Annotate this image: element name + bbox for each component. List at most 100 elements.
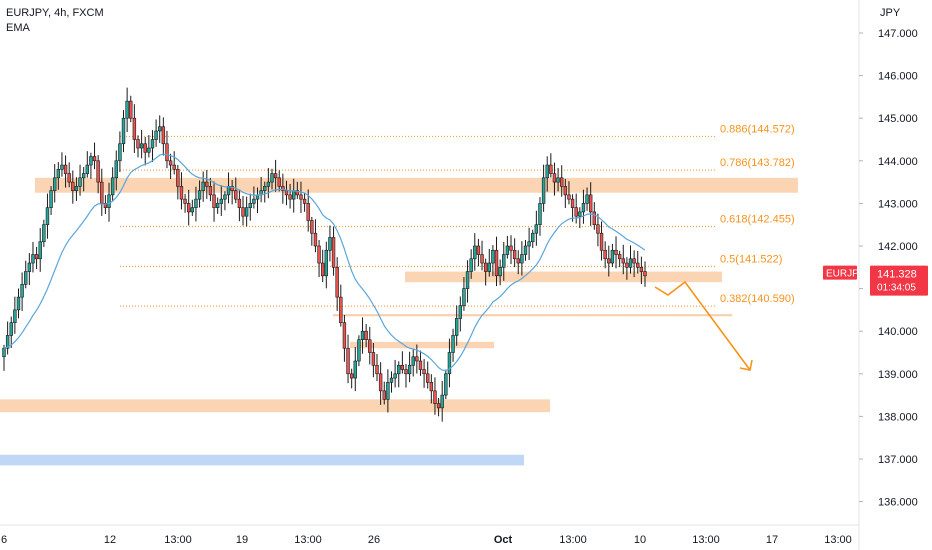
candle-up: [462, 288, 466, 306]
candle-down: [418, 360, 423, 370]
candle-up: [114, 160, 118, 179]
y-tick-label: 139.000: [878, 369, 918, 381]
candle-down: [92, 156, 97, 162]
candle-down: [404, 369, 408, 375]
candle-down: [230, 186, 234, 191]
candle-up: [49, 190, 53, 208]
fib-level-label: 0.886(144.572): [720, 123, 795, 135]
candle-down: [563, 186, 568, 196]
candle-up: [190, 207, 195, 213]
candle-up: [502, 254, 506, 268]
last-price-box: [870, 265, 928, 296]
candle-down: [302, 198, 307, 204]
indicator-label[interactable]: EMA: [6, 22, 30, 34]
candle-down: [132, 117, 137, 140]
candle-up: [407, 364, 412, 375]
bar-countdown: 01:34:05: [877, 283, 916, 294]
supply-zone: [405, 271, 722, 283]
candle-up: [139, 143, 144, 149]
candle-up: [292, 190, 296, 200]
candle-down: [433, 390, 437, 404]
y-tick-label: 140.000: [878, 326, 918, 338]
candle-down: [632, 258, 636, 264]
candle-up: [393, 373, 397, 379]
candle-up: [324, 249, 329, 277]
candle-up: [440, 394, 444, 409]
candle-down: [596, 224, 600, 234]
fib-level-label: 0.618(142.455): [720, 214, 795, 226]
x-tick-label: 10: [634, 534, 646, 546]
x-tick-label: Oct: [494, 534, 513, 546]
candle-up: [353, 360, 357, 379]
x-tick-label: 13:00: [294, 534, 322, 546]
candle-down: [371, 352, 376, 366]
candle-up: [487, 262, 491, 272]
candle-up: [78, 177, 82, 187]
candle-down: [295, 190, 300, 196]
candle-down: [516, 258, 520, 264]
candle-up: [585, 194, 589, 204]
candle-up: [610, 249, 615, 264]
candle-up: [465, 271, 470, 289]
candle-up: [197, 190, 202, 200]
candle-up: [194, 198, 198, 208]
candle-up: [458, 305, 463, 319]
x-tick-label: 26: [368, 534, 380, 546]
candle-down: [483, 262, 488, 272]
candle-down: [552, 173, 557, 183]
candle-up: [110, 177, 115, 196]
candle-down: [208, 186, 213, 196]
candle-down: [320, 262, 325, 277]
candle-up: [447, 352, 452, 375]
fib-level-label: 0.382(140.590): [720, 293, 795, 305]
candle-up: [89, 156, 93, 166]
candle-up: [56, 169, 61, 179]
x-tick-label: 19: [236, 534, 248, 546]
x-tick-label: 6: [1, 534, 7, 546]
candle-down: [382, 390, 386, 400]
candle-down: [34, 254, 39, 260]
candle-down: [100, 181, 104, 204]
candle-down: [273, 173, 278, 179]
candle-up: [628, 258, 633, 268]
candle-up: [411, 356, 415, 366]
y-tick-label: 145.000: [878, 113, 918, 125]
candle-down: [592, 211, 596, 225]
demand-zone: [0, 454, 524, 466]
candle-up: [578, 211, 582, 217]
candle-down: [570, 198, 575, 208]
candle-up: [45, 207, 50, 226]
candle-up: [13, 309, 17, 323]
candle-up: [42, 224, 46, 243]
candle-up: [473, 245, 477, 260]
candle-down: [560, 177, 564, 187]
candle-up: [215, 203, 220, 208]
candle-up: [491, 249, 495, 264]
y-tick-label: 138.000: [878, 411, 918, 423]
y-tick-label: 136.000: [878, 497, 918, 509]
candle-down: [277, 177, 281, 187]
y-tick-label: 142.000: [878, 241, 918, 253]
candle-up: [581, 203, 586, 213]
candle-up: [60, 164, 64, 170]
candle-up: [505, 245, 510, 255]
candle-up: [531, 232, 535, 243]
candle-down: [288, 194, 292, 200]
candle-up: [74, 186, 79, 191]
candle-down: [476, 245, 481, 255]
candle-up: [5, 335, 10, 349]
candle-down: [234, 190, 238, 200]
candle-up: [223, 194, 227, 200]
candle-down: [494, 249, 499, 277]
candle-up: [556, 177, 560, 183]
candle-up: [147, 147, 151, 153]
candle-down: [422, 369, 426, 375]
candle-down: [603, 249, 607, 260]
candle-up: [118, 143, 122, 162]
candle-down: [339, 296, 343, 323]
candle-up: [150, 139, 155, 149]
candle-up: [266, 181, 271, 187]
symbol-line[interactable]: EURJPY, 4h, FXCM: [6, 7, 104, 19]
